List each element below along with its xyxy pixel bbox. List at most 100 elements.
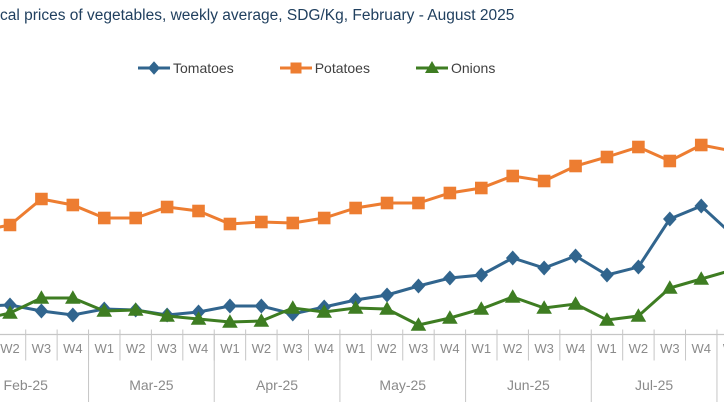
onions-marker-triangle — [504, 289, 521, 303]
onions-marker-triangle — [2, 305, 18, 319]
potatoes-marker-square — [3, 218, 17, 232]
tomatoes-marker-diamond — [568, 248, 583, 264]
onions-marker-triangle — [693, 271, 710, 285]
month-label: Mar-25 — [129, 377, 174, 393]
month-label: Jun-25 — [507, 377, 550, 393]
potatoes-marker-square — [569, 159, 582, 173]
week-label: W3 — [408, 341, 429, 356]
week-label: W2 — [0, 341, 20, 356]
potatoes-marker-square — [537, 174, 551, 188]
onions-legend-triangle-icon — [415, 61, 448, 73]
tomatoes-marker-diamond — [66, 307, 80, 323]
potatoes-marker-square — [506, 169, 520, 183]
onions-marker-triangle — [473, 301, 490, 315]
potatoes-marker-square — [317, 211, 331, 225]
tomatoes-marker-diamond — [663, 211, 677, 227]
onions-marker-triangle — [662, 280, 678, 294]
onions-marker-triangle — [347, 300, 364, 314]
week-label: W4 — [188, 341, 209, 356]
potatoes-marker-square — [663, 154, 677, 168]
week-label: W3 — [31, 341, 52, 356]
month-label: Feb-25 — [3, 377, 48, 393]
tomatoes-marker-diamond — [694, 198, 709, 214]
onions-marker-triangle — [253, 313, 270, 327]
week-label: W4 — [440, 341, 460, 356]
potatoes-marker-square — [632, 140, 645, 154]
potatoes-marker-square — [694, 138, 708, 152]
week-label: W2 — [628, 341, 649, 356]
week-label: W1 — [220, 341, 240, 356]
potatoes-legend-square-icon — [279, 62, 312, 74]
week-label: W1 — [718, 341, 724, 356]
week-label: W1 — [345, 341, 366, 356]
week-label: W1 — [94, 341, 115, 356]
tomatoes-marker-diamond — [3, 297, 17, 313]
onions-marker-triangle — [599, 312, 615, 326]
legend-label: Potatoes — [314, 60, 370, 76]
week-label: W2 — [251, 341, 272, 356]
potatoes-marker-square — [129, 211, 142, 225]
potatoes-marker-square — [412, 196, 425, 210]
tomatoes-marker-diamond — [223, 298, 237, 314]
potatoes-marker-square — [97, 211, 111, 225]
onions-marker-triangle — [284, 300, 301, 314]
week-label: W3 — [534, 341, 554, 356]
tomatoes-marker-diamond — [537, 260, 551, 276]
tomatoes-legend-diamond-icon — [138, 61, 170, 75]
tomatoes-marker-diamond — [505, 250, 520, 266]
tomatoes-marker-diamond — [474, 267, 489, 283]
onions-marker-triangle — [536, 300, 552, 314]
month-label: May-25 — [379, 377, 427, 393]
potatoes-marker-square — [600, 150, 614, 164]
potatoes-marker-square — [475, 181, 488, 195]
onions-marker-triangle — [127, 302, 144, 316]
onions-marker-triangle — [222, 314, 238, 328]
week-label: W4 — [314, 341, 334, 356]
week-label: W2 — [125, 341, 146, 356]
onions-marker-triangle — [410, 317, 427, 331]
legend: Tomatoes Potatoes Onions — [138, 60, 495, 76]
potatoes-marker-square — [286, 216, 300, 230]
tomatoes-marker-diamond — [631, 259, 646, 275]
tomatoes-marker-diamond — [34, 303, 49, 319]
legend-label: Onions — [450, 60, 496, 76]
week-label: W2 — [377, 341, 397, 356]
potatoes-marker-square — [192, 204, 205, 218]
week-label: W4 — [63, 341, 83, 356]
onions-marker-triangle — [96, 303, 113, 317]
onions-marker-triangle — [630, 308, 647, 322]
week-label: W2 — [502, 341, 523, 356]
potatoes-marker-square — [223, 217, 237, 231]
onions-marker-triangle — [33, 290, 50, 304]
legend-label: Tomatoes — [173, 60, 234, 76]
onions-marker-triangle — [379, 301, 395, 315]
tomatoes-marker-diamond — [600, 267, 614, 283]
tomatoes-marker-diamond — [254, 298, 269, 314]
potatoes-marker-square — [66, 198, 80, 212]
chart-title: cal prices of vegetables, weekly average… — [0, 7, 515, 24]
potatoes-marker-square — [443, 186, 457, 200]
week-label: W1 — [597, 341, 617, 356]
tomatoes-marker-diamond — [443, 270, 457, 286]
onions-marker-triangle — [65, 290, 81, 304]
onions-marker-triangle — [316, 304, 332, 318]
onions-marker-triangle — [159, 308, 175, 322]
onions-marker-triangle — [190, 311, 207, 325]
week-label: W4 — [565, 341, 586, 356]
month-label: Jul-25 — [635, 377, 674, 393]
legend-item-onions: Onions — [415, 60, 496, 76]
week-label: W1 — [471, 341, 492, 356]
week-label: W4 — [691, 341, 711, 356]
week-label: W3 — [157, 341, 177, 356]
week-label: W3 — [660, 341, 680, 356]
potatoes-marker-square — [255, 215, 268, 229]
tomatoes-marker-diamond — [380, 287, 394, 303]
onions-marker-triangle — [442, 310, 458, 324]
potatoes-marker-square — [380, 196, 394, 210]
tomatoes-marker-diamond — [348, 292, 363, 308]
potatoes-marker-square — [160, 200, 174, 214]
potatoes-marker-square — [349, 201, 362, 215]
legend-item-tomatoes: Tomatoes — [138, 60, 234, 76]
